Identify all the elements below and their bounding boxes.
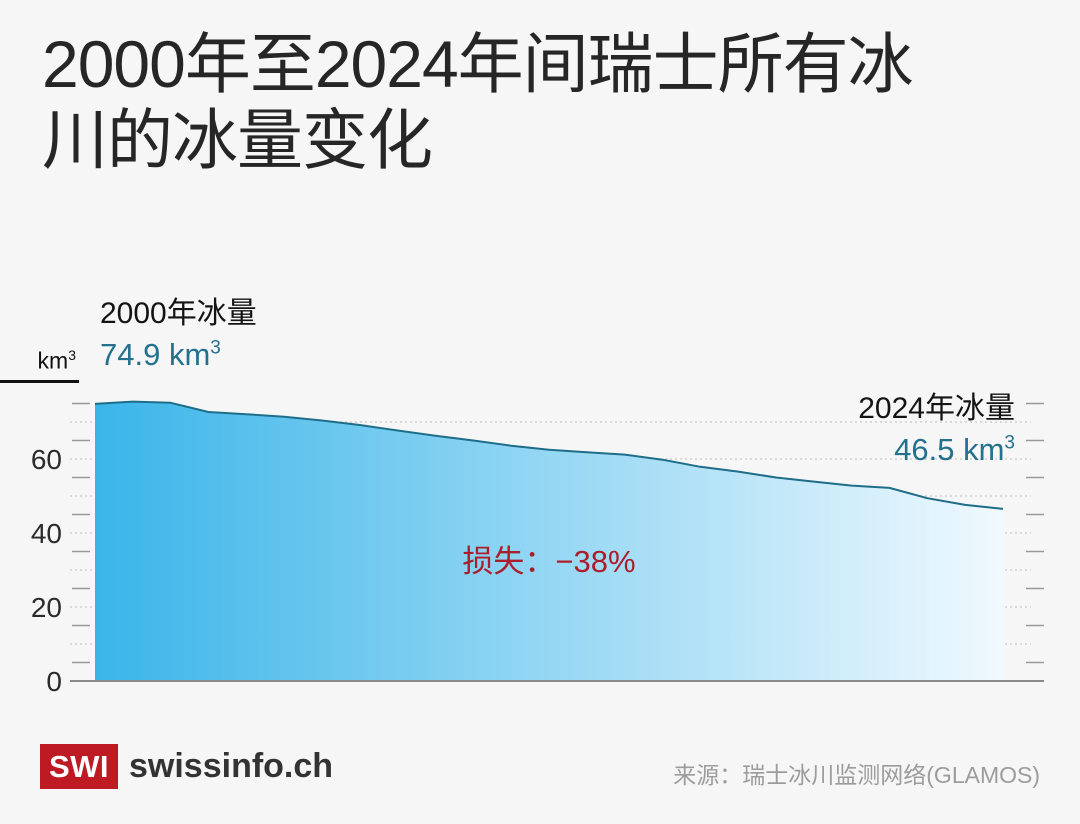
annotation-2024: 2024年冰量 46.5 km3 <box>858 383 1015 468</box>
y-axis-tick-label: 20 <box>31 592 62 623</box>
source-credit: 来源：瑞士冰川监测网络(GLAMOS) <box>673 762 1040 788</box>
y-axis-unit-label: km3 <box>0 347 79 383</box>
annotation-2000: 2000年冰量 74.9 km3 <box>100 288 257 373</box>
y-axis-tick-label: 60 <box>31 444 62 475</box>
ice-volume-line <box>94 400 1004 510</box>
title-line-1: 2000年至2024年间瑞士所有冰 <box>42 27 914 101</box>
area-chart: 0 20 40 60 <box>31 400 1044 697</box>
swi-logo[interactable]: SWI <box>40 744 118 789</box>
page-title: 2000年至2024年间瑞士所有冰 川的冰量变化 <box>42 26 1052 178</box>
brand-name[interactable]: swissinfo.ch <box>129 747 334 785</box>
superscript-3: 3 <box>68 347 76 363</box>
superscript-3: 3 <box>210 337 221 359</box>
y-axis-tick-label: 0 <box>46 666 62 697</box>
ice-volume-area <box>95 401 1003 681</box>
annotation-2000-value: 74.9 km3 <box>100 337 221 372</box>
annotation-2024-label: 2024年冰量 <box>858 392 1015 425</box>
annotation-2000-label: 2000年冰量 <box>100 297 257 330</box>
loss-annotation: 损失：−38% <box>462 544 636 579</box>
superscript-3: 3 <box>1004 432 1015 454</box>
y-axis-tick-label: 40 <box>31 518 62 549</box>
annotation-2024-value: 46.5 km3 <box>894 432 1015 467</box>
title-line-2: 川的冰量变化 <box>42 103 433 177</box>
